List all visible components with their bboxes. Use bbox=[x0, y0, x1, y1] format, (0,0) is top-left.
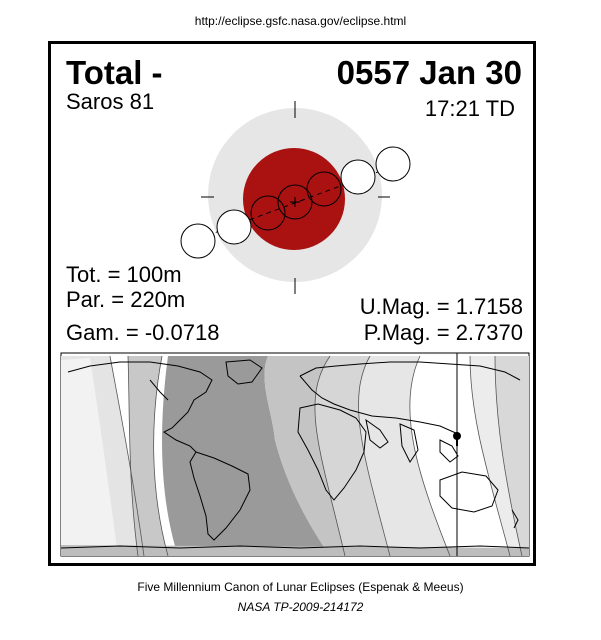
source-url[interactable]: http://eclipse.gsfc.nasa.gov/eclipse.htm… bbox=[194, 14, 407, 28]
moon-position bbox=[250, 195, 286, 231]
gamma-value: Gam. = -0.0718 bbox=[66, 320, 220, 345]
moon-position bbox=[340, 159, 376, 195]
world-map bbox=[60, 352, 530, 557]
visibility-band bbox=[264, 356, 345, 556]
umbra-shadow bbox=[243, 148, 345, 250]
totality-duration: Tot. = 100m bbox=[66, 262, 182, 287]
moon-position bbox=[277, 184, 313, 220]
visibility-band bbox=[128, 356, 168, 556]
moon-position bbox=[375, 146, 411, 182]
publication-id: NASA TP-2009-214172 bbox=[237, 600, 364, 614]
penumbral-magnitude: P.Mag. = 2.7370 bbox=[363, 320, 523, 345]
moon-position bbox=[180, 223, 216, 259]
visibility-band bbox=[358, 356, 450, 556]
partial-duration: Par. = 220m bbox=[66, 287, 186, 312]
moon-position bbox=[216, 209, 252, 245]
visibility-band bbox=[61, 358, 118, 556]
canon-title: Five Millennium Canon of Lunar Eclipses … bbox=[137, 580, 464, 594]
saros-number: Saros 81 bbox=[66, 89, 155, 114]
visibility-band bbox=[495, 356, 529, 556]
eclipse-type: Total - bbox=[66, 54, 163, 91]
umbral-magnitude: U.Mag. = 1.7158 bbox=[359, 294, 523, 319]
full-visibility-zone bbox=[162, 356, 330, 556]
visibility-band bbox=[314, 356, 390, 556]
moon-position bbox=[306, 171, 342, 207]
eclipse-time: 17:21 TD bbox=[424, 96, 515, 121]
eclipse-date: 0557 Jan 30 bbox=[336, 54, 522, 91]
eclipse-panel-frame bbox=[48, 41, 536, 566]
